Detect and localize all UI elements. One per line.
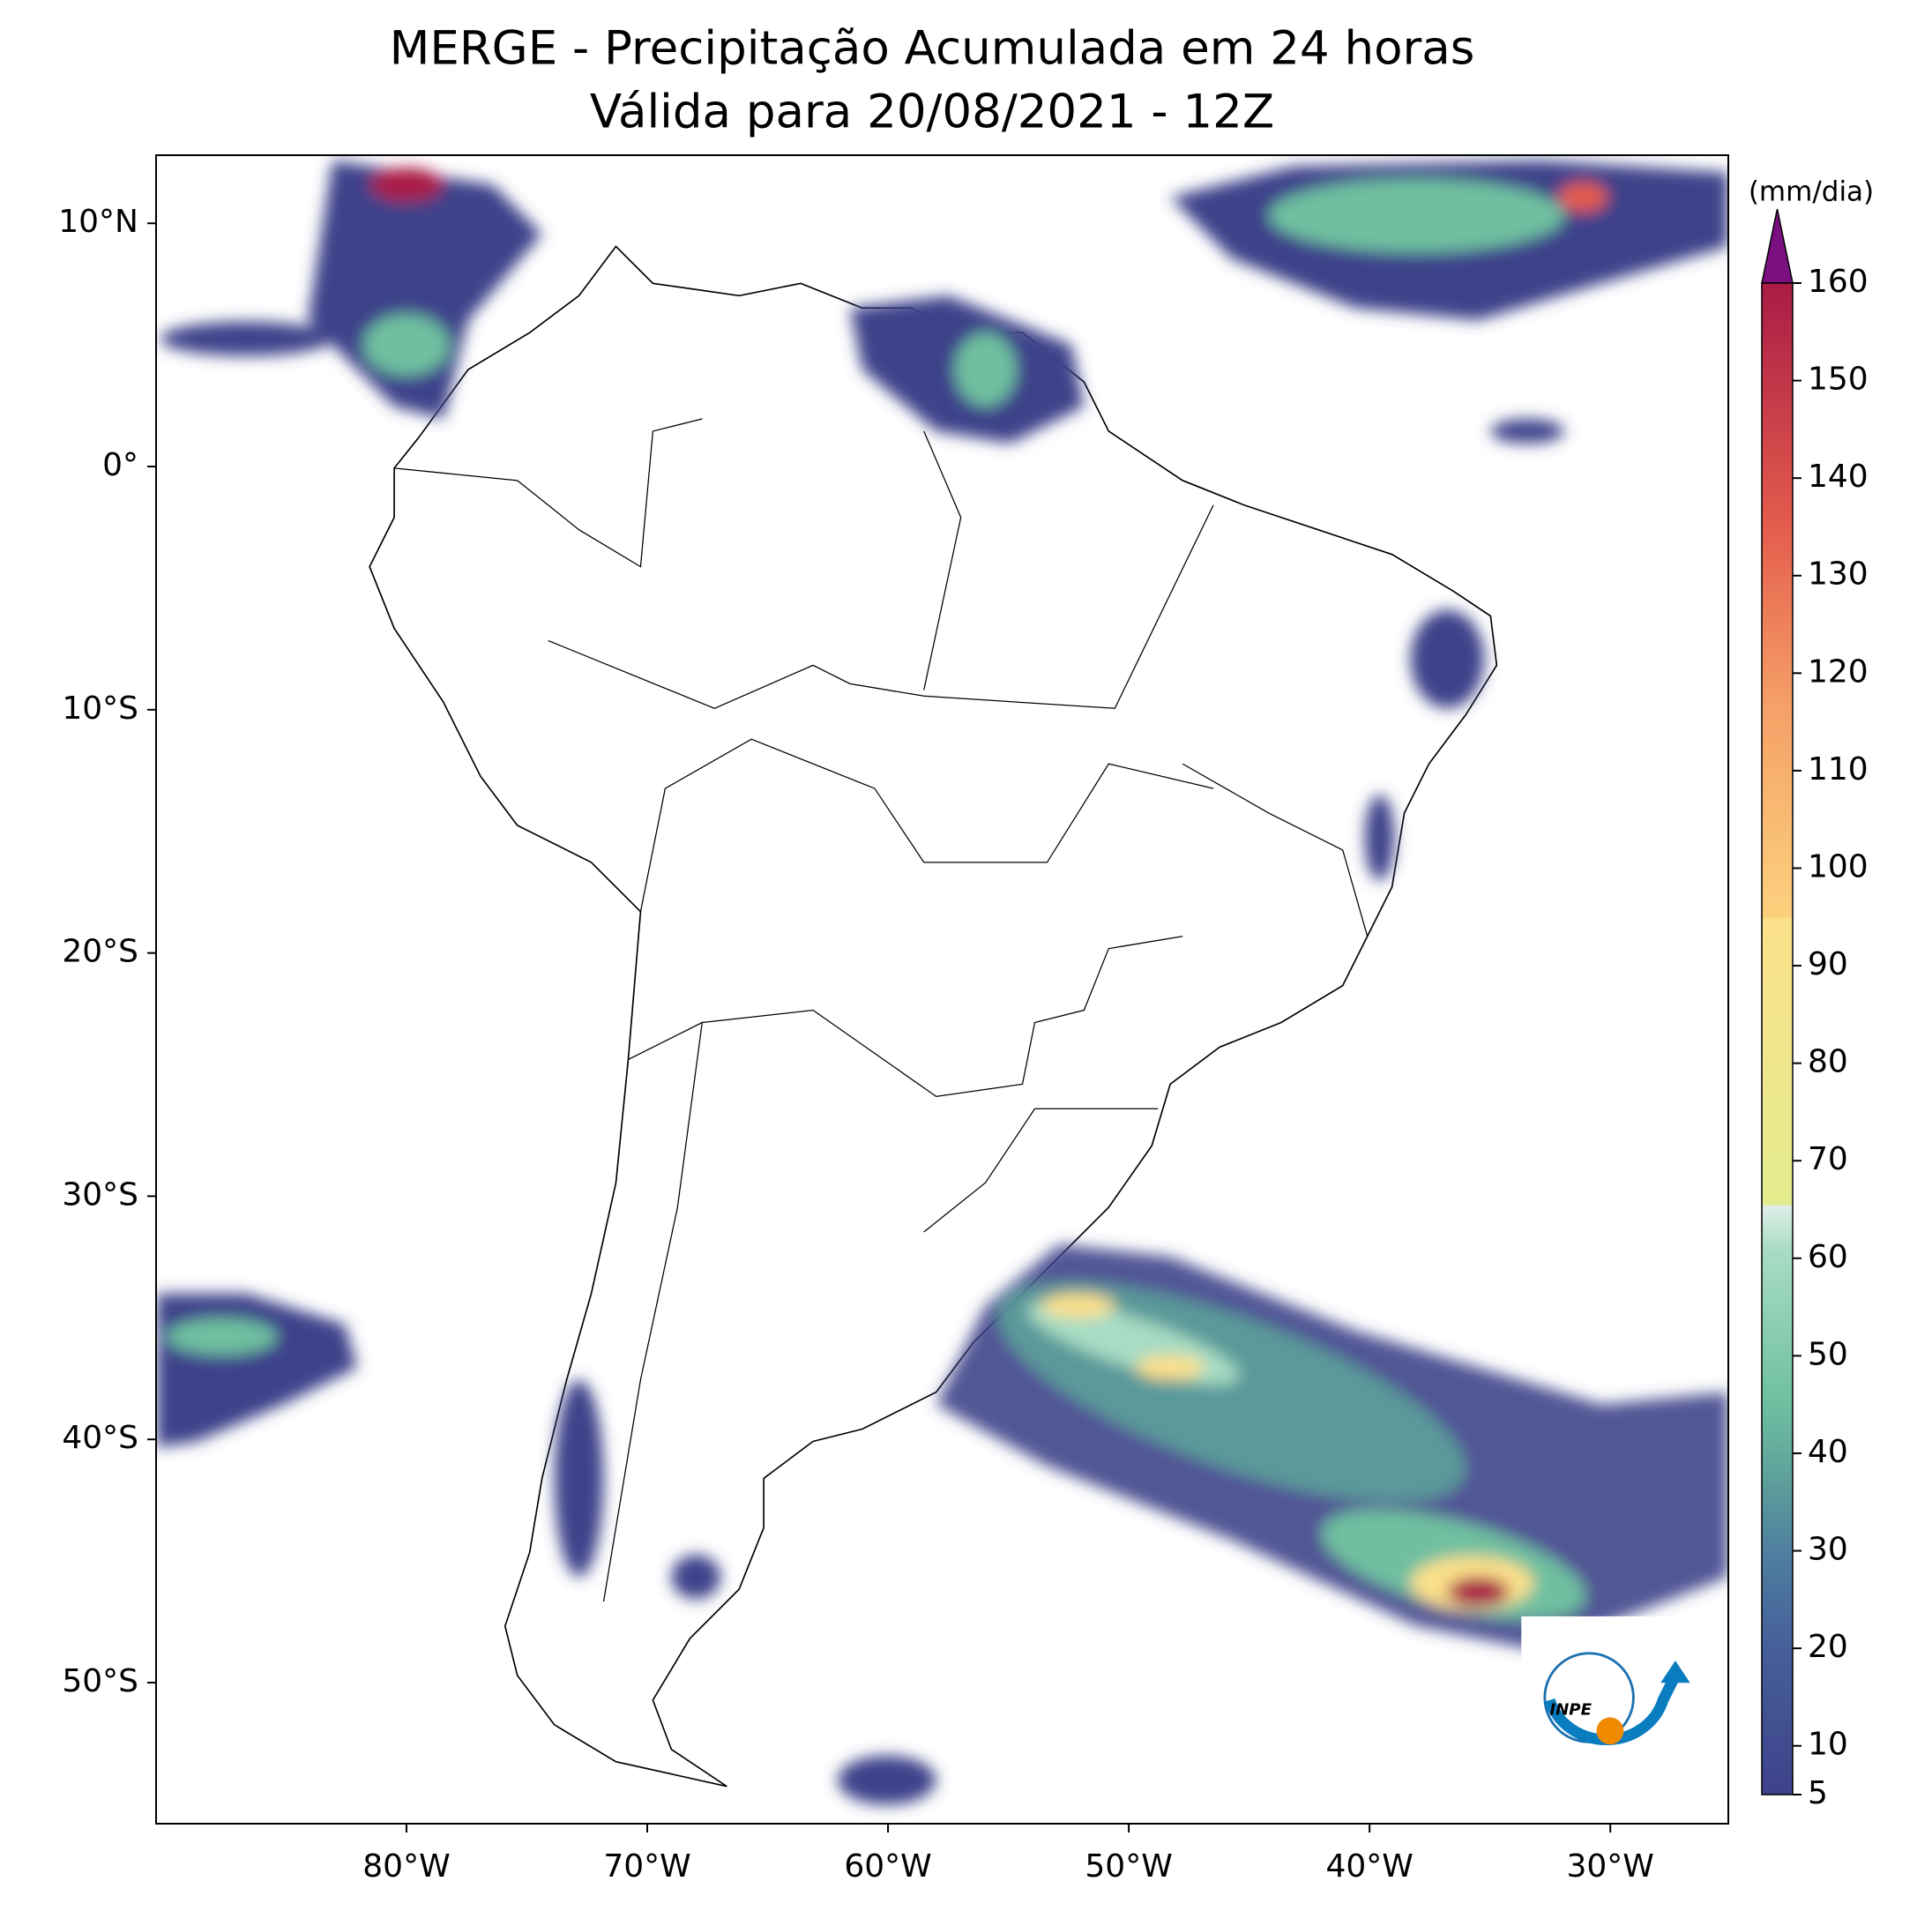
colorbar-tick-label: 90 [1808, 946, 1848, 982]
colorbar-tick-label: 10 [1808, 1727, 1848, 1763]
x-tick-label: 60°W [844, 1848, 931, 1885]
colorbar-tick-label: 150 [1808, 362, 1869, 398]
x-tick-label: 50°W [1085, 1848, 1172, 1885]
title-line: Válida para 20/08/2021 - 12Z [590, 86, 1274, 139]
colorbar-tick-label: 110 [1808, 751, 1869, 788]
colorbar-tick-label: 40 [1808, 1434, 1848, 1470]
colorbar-unit: (mm/dia) [1749, 176, 1874, 208]
y-tick-label: 10°S [62, 690, 138, 727]
x-tick-label: 40°W [1325, 1848, 1413, 1885]
colorbar-tick-label: 130 [1808, 556, 1869, 593]
borders [393, 418, 1369, 1602]
y-tick-label: 40°S [62, 1420, 138, 1456]
colorbar-tick-label: 50 [1808, 1336, 1848, 1372]
precipitation [156, 160, 1728, 1805]
y-tick-label: 10°N [58, 204, 138, 240]
y-tick-label: 30°S [62, 1176, 138, 1213]
map: INPE [156, 160, 1728, 1805]
y-tick-label: 20°S [62, 934, 138, 970]
logo: INPE [1521, 1616, 1711, 1780]
colorbar-tick-label: 30 [1808, 1532, 1848, 1568]
colorbar-tick-label: 100 [1808, 848, 1869, 885]
x-tick-label: 30°W [1567, 1848, 1654, 1885]
colorbar-tick-label: 70 [1808, 1141, 1848, 1177]
colorbar-tick-label: 140 [1808, 459, 1869, 495]
logo-text: INPE [1549, 1701, 1592, 1720]
colorbar-tick-label: 120 [1808, 653, 1869, 690]
colorbar-tick-label: 60 [1808, 1239, 1848, 1275]
y-tick-label: 50°S [62, 1663, 138, 1699]
y-tick-label: 0° [102, 447, 138, 483]
x-tick-label: 80°W [362, 1848, 450, 1885]
colorbar-extend [1761, 208, 1794, 284]
title-line: MERGE - Precipitação Acumulada em 24 hor… [390, 22, 1475, 76]
colorbar-tick-label: 5 [1808, 1775, 1828, 1811]
x-tick-label: 70°W [603, 1848, 690, 1885]
colorbar [1761, 282, 1794, 1795]
map-frame [155, 154, 1729, 1825]
colorbar-tick-label: 80 [1808, 1044, 1848, 1080]
colorbar-tick-label: 20 [1808, 1629, 1848, 1665]
colorbar-tick-label: 160 [1808, 264, 1869, 300]
